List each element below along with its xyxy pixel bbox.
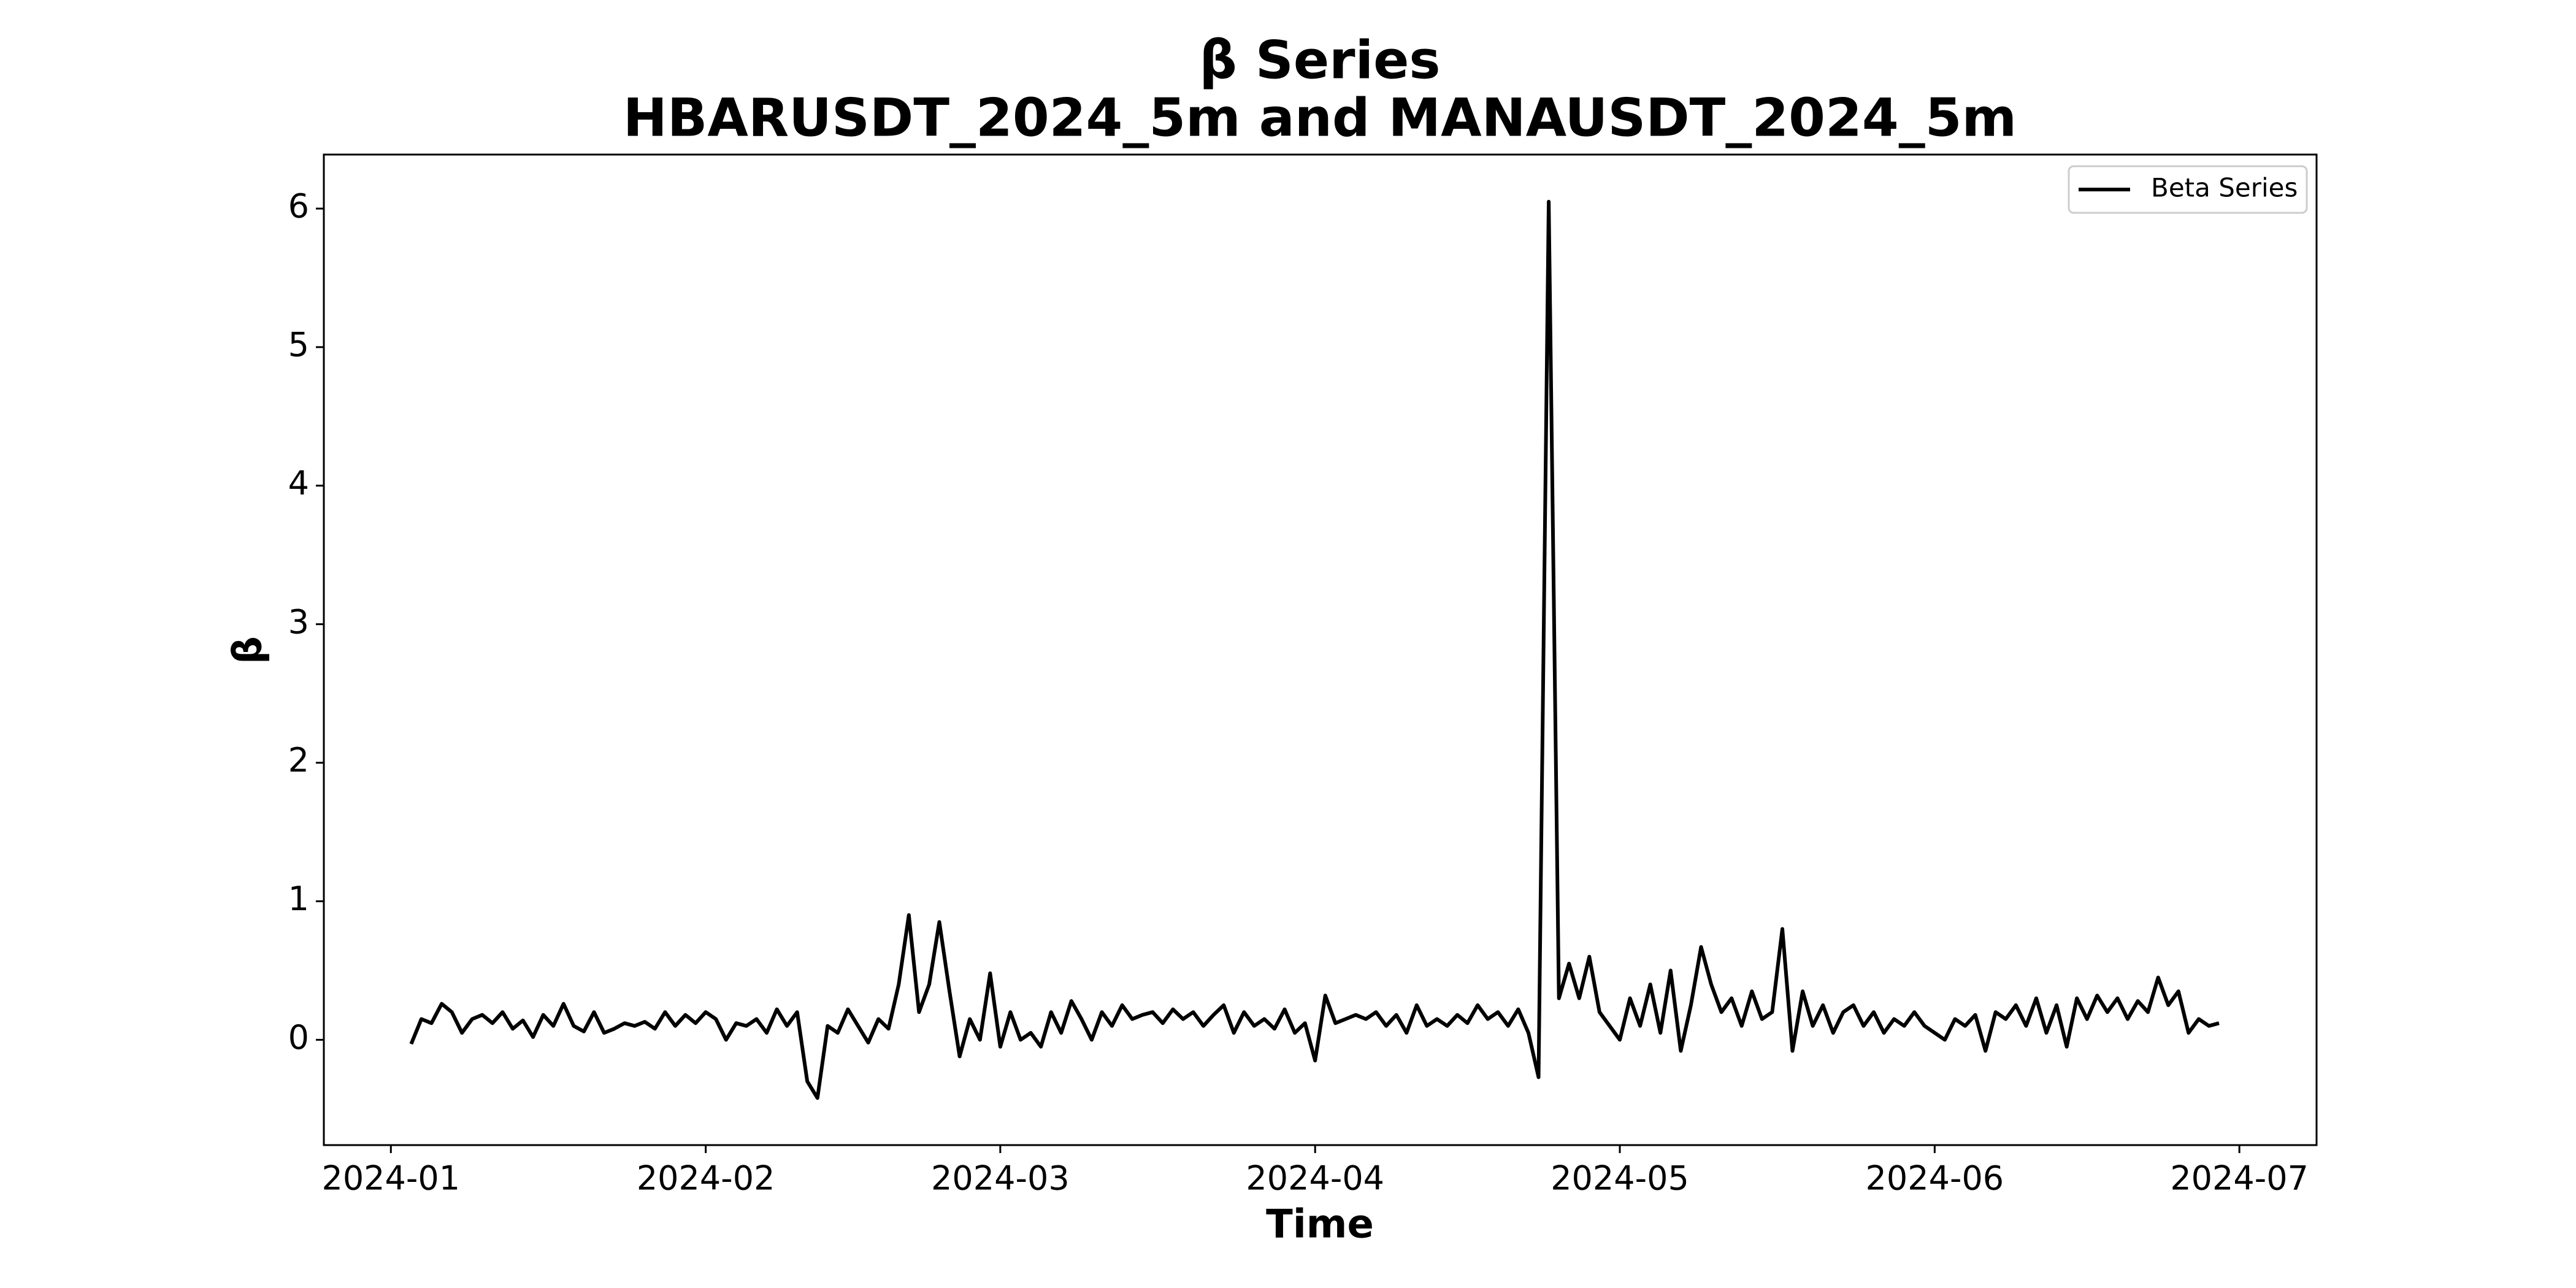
plot-frame [323,153,2318,1146]
y-tick-label: 6 [288,187,309,226]
y-tick-label: 0 [288,1018,309,1057]
y-tick-label: 3 [288,602,309,641]
x-tick-label: 2024-03 [931,1159,1070,1198]
legend-box [2068,165,2308,214]
legend-label: Beta Series [2151,173,2298,203]
x-tick-label: 2024-07 [2170,1159,2309,1198]
y-tick-label: 1 [288,880,309,918]
y-tick-label: 2 [288,741,309,780]
y-tick-label: 4 [288,464,309,502]
chart-subtitle: HBARUSDT_2024_5m and MANAUSDT_2024_5m [623,87,2017,148]
x-tick-label: 2024-04 [1246,1159,1384,1198]
y-tick-label: 5 [288,326,309,364]
x-tick-label: 2024-05 [1551,1159,1689,1198]
y-axis-label: β [226,636,271,664]
x-tick-label: 2024-06 [1866,1159,2004,1198]
data-line [409,199,2220,1100]
x-tick-label: 2024-02 [637,1159,775,1198]
chart-title: β Series [1199,29,1440,91]
x-axis-label: Time [1266,1202,1374,1248]
x-tick-label: 2024-01 [321,1159,460,1198]
